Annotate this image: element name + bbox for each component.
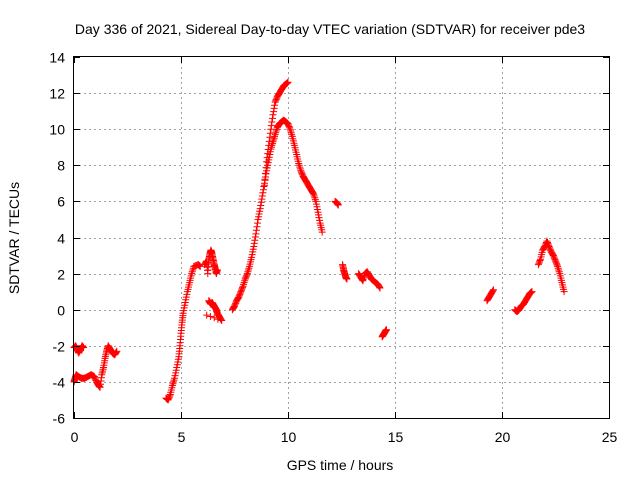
y-tick-label: 4	[57, 231, 65, 247]
data-point	[555, 268, 563, 276]
data-point	[112, 349, 120, 357]
y-tick-label: 0	[57, 303, 65, 319]
data-point	[269, 111, 277, 119]
data-point	[262, 169, 269, 177]
data-point	[257, 202, 265, 209]
data-point	[261, 175, 269, 183]
series-points	[70, 78, 568, 404]
y-tick-label: 12	[49, 86, 65, 102]
data-point	[310, 192, 318, 200]
data-point	[239, 284, 246, 292]
x-tick-labels: 0 5 10 15 20 25	[71, 429, 618, 445]
data-point	[229, 304, 237, 312]
data-point	[382, 326, 390, 334]
y-axis-label: SDTVAR / TECUs	[6, 182, 22, 294]
data-point	[213, 266, 221, 274]
x-tick-label: 20	[495, 429, 511, 445]
data-point	[113, 347, 121, 355]
data-point	[252, 226, 260, 234]
chart-title: Day 336 of 2021, Sidereal Day-to-day VTE…	[75, 21, 585, 37]
data-point	[318, 228, 326, 236]
data-point	[284, 78, 292, 86]
x-axis-label: GPS time / hours	[287, 457, 394, 473]
data-point	[258, 192, 266, 200]
x-tick-label: 10	[281, 429, 297, 445]
data-point	[272, 127, 280, 135]
y-tick-label: 10	[49, 122, 65, 138]
data-point	[554, 262, 562, 270]
data-point	[218, 317, 226, 324]
data-point	[376, 284, 384, 292]
data-point	[343, 275, 351, 283]
plot-frame	[73, 56, 610, 419]
data-point	[260, 183, 268, 190]
y-tick-label: 2	[57, 267, 65, 283]
data-point	[168, 382, 176, 389]
data-point	[359, 275, 367, 283]
data-point	[243, 270, 251, 278]
x-tick-label: 0	[71, 429, 79, 445]
data-point	[262, 164, 270, 172]
x-tick-label: 5	[178, 429, 186, 445]
data-point	[489, 286, 497, 294]
data-point	[265, 141, 273, 149]
data-point	[80, 344, 88, 352]
data-point	[540, 244, 548, 252]
data-point	[210, 314, 218, 322]
data-point	[288, 131, 296, 139]
y-tick-label: -6	[53, 411, 66, 427]
data-point	[203, 311, 211, 319]
data-point	[266, 129, 274, 137]
data-point	[271, 101, 279, 109]
data-point	[240, 279, 248, 287]
data-point	[196, 262, 204, 270]
data-point	[250, 239, 258, 247]
y-tick-label: 14	[49, 50, 65, 66]
x-tick-label: 15	[388, 429, 404, 445]
data-point	[206, 313, 214, 320]
y-tick-labels: -6 -4 -2 0 2 4 6 8 10 12 14	[49, 50, 65, 427]
y-tick-label: -4	[53, 375, 66, 391]
x-tick-label: 25	[602, 429, 618, 445]
data-point	[295, 161, 303, 169]
data-point	[286, 125, 294, 133]
data-point	[560, 288, 568, 296]
y-tick-label: -2	[53, 339, 66, 355]
data-point	[268, 118, 276, 126]
data-point	[170, 376, 178, 384]
y-tick-label: 8	[57, 158, 65, 174]
data-point	[251, 236, 259, 244]
data-point	[188, 268, 196, 276]
grid	[74, 57, 609, 418]
data-point	[245, 264, 253, 272]
data-point	[214, 315, 222, 323]
data-point	[271, 132, 279, 140]
data-point	[528, 288, 536, 296]
data-point	[334, 201, 342, 209]
axis-ticks	[74, 57, 610, 419]
data-point	[261, 181, 268, 189]
data-point	[375, 282, 383, 290]
data-point	[263, 154, 271, 162]
y-tick-label: 6	[57, 194, 65, 210]
